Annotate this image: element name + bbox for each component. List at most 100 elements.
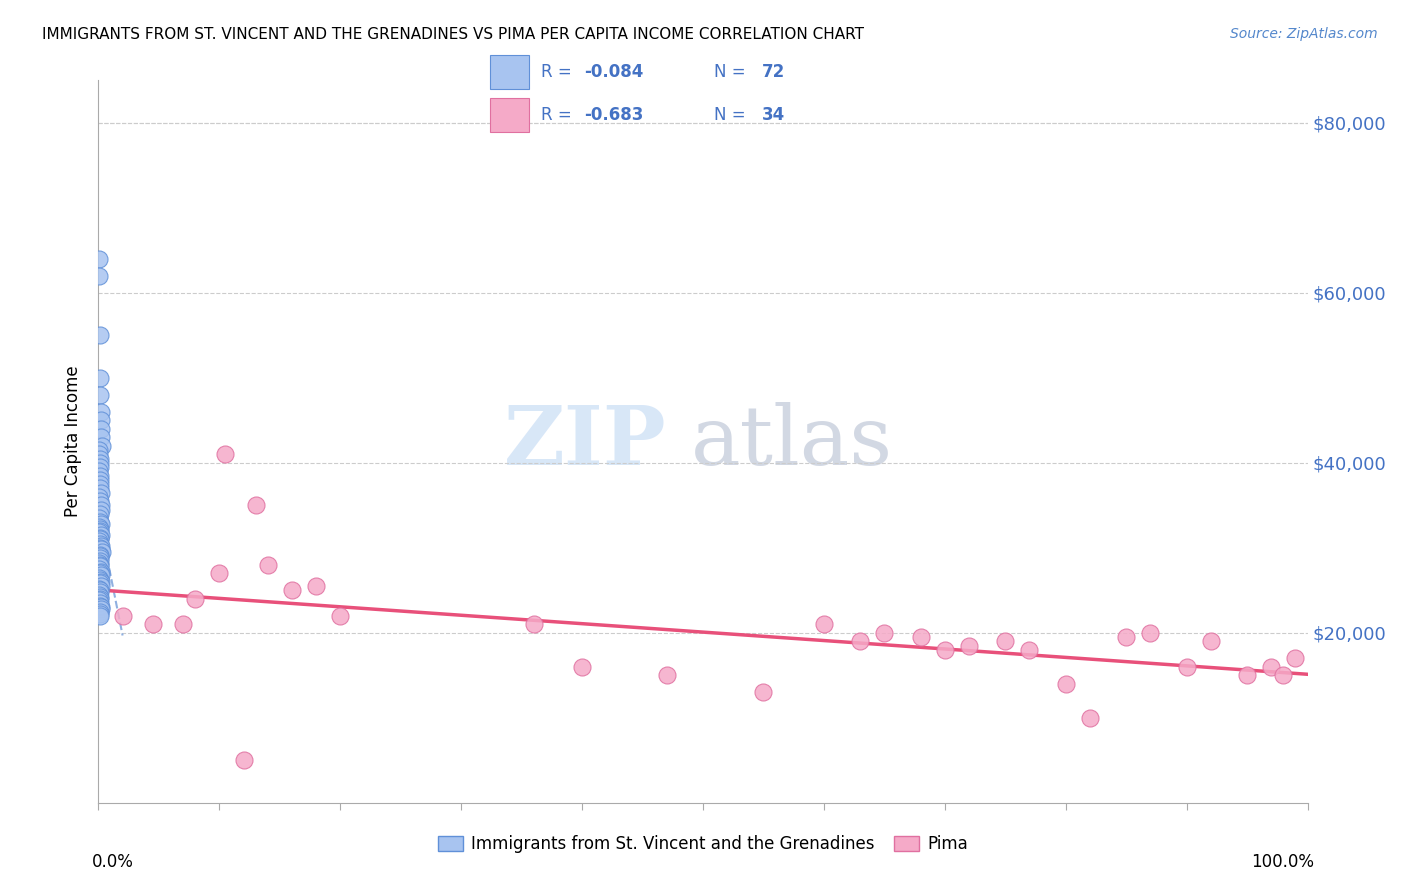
Point xyxy=(90,498,112,512)
Text: Source: ZipAtlas.com: Source: ZipAtlas.com xyxy=(1230,27,1378,41)
Point xyxy=(89,516,111,530)
Text: R =: R = xyxy=(541,106,576,124)
Point xyxy=(89,511,111,525)
Point xyxy=(89,536,111,550)
Point xyxy=(90,542,112,557)
Point xyxy=(90,516,112,531)
Point xyxy=(90,539,112,553)
Legend: Immigrants from St. Vincent and the Grenadines, Pima: Immigrants from St. Vincent and the Gren… xyxy=(430,828,976,860)
Point xyxy=(87,252,110,266)
Point xyxy=(873,625,896,640)
Point xyxy=(90,430,112,444)
Point xyxy=(1078,711,1101,725)
Point xyxy=(89,447,111,461)
Text: 34: 34 xyxy=(762,106,785,124)
Point xyxy=(89,548,111,562)
Point xyxy=(89,464,111,478)
Point xyxy=(89,328,111,343)
Point xyxy=(1260,660,1282,674)
Point xyxy=(232,753,254,767)
Text: 0.0%: 0.0% xyxy=(93,854,134,871)
Point xyxy=(329,608,352,623)
Point xyxy=(89,576,111,591)
Point xyxy=(89,593,111,607)
Point xyxy=(89,388,111,402)
Point xyxy=(89,556,111,570)
Point xyxy=(89,460,111,475)
Point xyxy=(89,591,111,606)
Point xyxy=(934,642,956,657)
Point xyxy=(89,562,111,576)
Point xyxy=(89,522,111,536)
Point xyxy=(89,599,111,613)
Point xyxy=(1018,642,1040,657)
Text: N =: N = xyxy=(714,63,751,81)
Point xyxy=(89,607,111,621)
Point xyxy=(90,579,112,593)
Point xyxy=(1284,651,1306,665)
Point xyxy=(90,405,112,419)
Point xyxy=(1054,677,1077,691)
Point xyxy=(89,531,111,545)
Point xyxy=(90,413,112,427)
Text: IMMIGRANTS FROM ST. VINCENT AND THE GRENADINES VS PIMA PER CAPITA INCOME CORRELA: IMMIGRANTS FROM ST. VINCENT AND THE GREN… xyxy=(42,27,865,42)
Point xyxy=(89,583,111,598)
Point xyxy=(1175,660,1198,674)
Point xyxy=(89,608,111,623)
Point xyxy=(90,422,112,436)
Point xyxy=(90,602,112,616)
Text: -0.084: -0.084 xyxy=(585,63,644,81)
Point xyxy=(89,507,111,521)
Point xyxy=(90,568,112,582)
Point xyxy=(994,634,1017,648)
Point xyxy=(89,473,111,487)
Point xyxy=(89,451,111,466)
Point xyxy=(89,533,111,547)
Point xyxy=(90,528,112,542)
Point xyxy=(957,639,980,653)
Point xyxy=(89,525,111,540)
Point xyxy=(89,533,111,548)
Bar xyxy=(489,98,529,132)
Point xyxy=(89,553,111,567)
Point xyxy=(89,549,111,564)
Point xyxy=(208,566,231,581)
Point xyxy=(89,566,111,581)
Point xyxy=(90,565,112,579)
Text: 100.0%: 100.0% xyxy=(1250,854,1313,871)
Point xyxy=(90,545,112,559)
Point xyxy=(523,617,546,632)
Point xyxy=(281,583,304,598)
Point xyxy=(245,498,267,512)
Point xyxy=(910,630,932,644)
Text: R =: R = xyxy=(541,63,576,81)
Point xyxy=(90,574,112,589)
Point xyxy=(89,477,111,491)
Point xyxy=(813,617,835,632)
Point xyxy=(184,591,207,606)
Point xyxy=(1272,668,1295,682)
Point xyxy=(89,558,111,572)
Point xyxy=(571,660,593,674)
Point xyxy=(89,551,111,566)
Point xyxy=(90,485,112,500)
Point xyxy=(89,541,111,555)
Point xyxy=(89,570,111,584)
Point xyxy=(111,608,134,623)
Point xyxy=(91,439,114,453)
Point xyxy=(90,502,112,516)
Text: N =: N = xyxy=(714,106,751,124)
Point xyxy=(89,481,111,495)
Point xyxy=(87,443,110,458)
Point xyxy=(89,456,111,470)
Point xyxy=(849,634,872,648)
Point xyxy=(142,617,165,632)
Point xyxy=(172,617,194,632)
Point xyxy=(89,268,111,283)
Bar xyxy=(489,55,529,89)
Point xyxy=(89,524,111,538)
Point xyxy=(87,519,110,533)
Point xyxy=(1199,634,1222,648)
Text: 72: 72 xyxy=(762,63,785,81)
Point xyxy=(89,573,111,587)
